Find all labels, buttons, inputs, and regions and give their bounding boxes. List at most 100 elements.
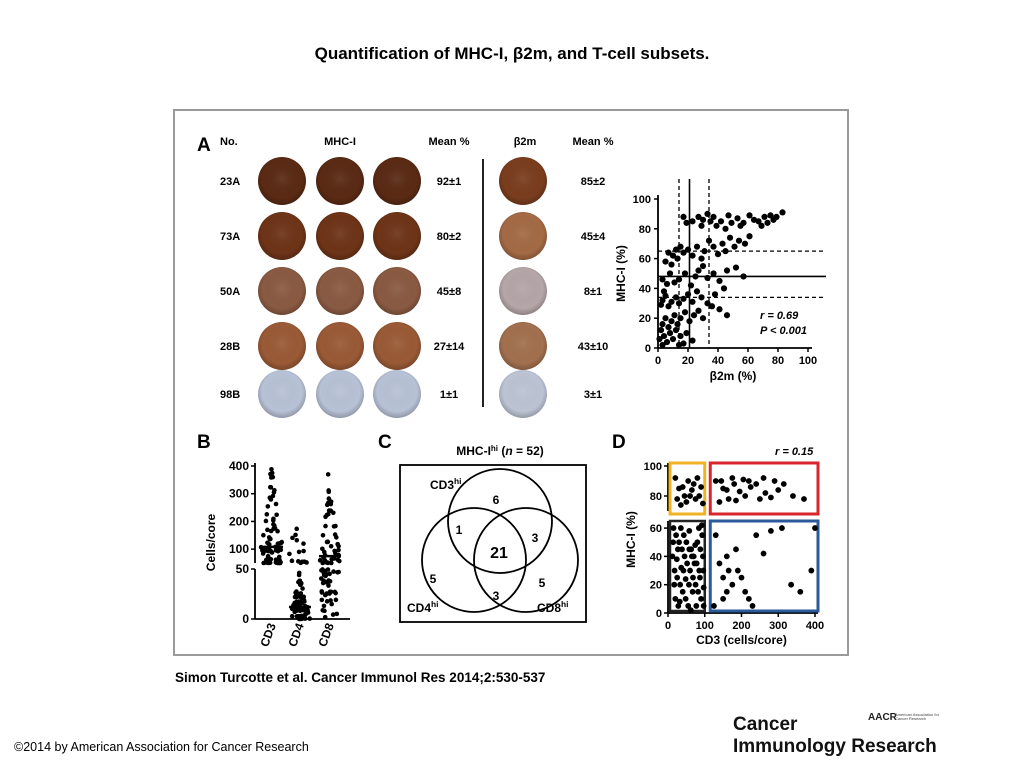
- data-point: [674, 574, 681, 581]
- data-point: [701, 248, 708, 255]
- data-point: [335, 569, 340, 575]
- y-tick-label: 0: [656, 608, 662, 620]
- data-point: [327, 571, 332, 577]
- venn-circle-cd4: [421, 507, 527, 613]
- data-point: [663, 338, 671, 346]
- data-point: [659, 321, 666, 328]
- data-point: [684, 246, 692, 253]
- data-point: [276, 554, 282, 560]
- data-point: [688, 487, 695, 493]
- data-point: [657, 327, 665, 334]
- data-point: [665, 249, 672, 256]
- core-shading: [499, 267, 547, 315]
- data-point: [740, 273, 747, 280]
- data-point: [273, 501, 279, 507]
- data-point: [700, 553, 706, 560]
- mhc-mean-value: 1±1: [440, 389, 458, 401]
- data-point: [729, 475, 736, 481]
- data-point: [711, 291, 719, 298]
- data-point: [332, 548, 337, 554]
- data-point: [756, 496, 763, 502]
- data-point: [723, 553, 730, 560]
- data-point: [675, 300, 683, 307]
- data-point: [331, 556, 337, 561]
- data-point: [304, 610, 310, 616]
- y-tick-label: 60: [650, 523, 662, 535]
- data-point: [760, 550, 767, 557]
- scatter-d-plot: r = 0.15 80 100 0 20 40 60 0 100 200 300 400 CD3 (ce…: [624, 446, 824, 647]
- venn-title: MHC-Ihi (n = 52): [456, 444, 544, 459]
- data-point: [301, 548, 306, 554]
- data-point: [683, 219, 690, 226]
- b2m-mean-value: 85±2: [581, 176, 605, 188]
- venn-label-cd8: CD8hi: [537, 599, 568, 615]
- x-tick-label: 40: [712, 355, 724, 367]
- data-point: [695, 213, 702, 220]
- aacr-logo: AACR: [868, 712, 897, 723]
- r-annotation: r = 0.69: [760, 310, 799, 322]
- data-point: [336, 543, 341, 549]
- data-point: [672, 327, 680, 334]
- data-point: [326, 511, 331, 517]
- data-point: [768, 494, 774, 501]
- data-point: [686, 546, 693, 553]
- mhc-mean-value: 80±2: [437, 231, 461, 243]
- data-point: [775, 487, 782, 493]
- data-point: [675, 341, 683, 349]
- core-shading: [316, 370, 364, 418]
- data-point: [677, 243, 684, 250]
- data-point: [672, 475, 679, 481]
- data-point: [677, 525, 684, 531]
- data-point: [302, 559, 307, 564]
- x-tick-label: 0: [665, 620, 671, 632]
- data-point: [764, 219, 771, 226]
- data-point: [735, 237, 743, 244]
- data-point: [321, 572, 327, 578]
- data-point: [322, 614, 328, 620]
- y-tick-label: 200: [229, 514, 249, 528]
- data-point: [712, 478, 719, 484]
- data-point: [725, 496, 732, 502]
- data-point: [328, 501, 334, 507]
- venn-region-cd8-only: 5: [539, 576, 546, 590]
- data-point: [294, 526, 300, 532]
- data-point: [269, 470, 275, 476]
- data-point: [680, 532, 687, 539]
- data-point: [266, 542, 272, 547]
- b2m-mean-value: 43±10: [578, 341, 609, 353]
- data-point: [731, 481, 738, 487]
- data-point: [334, 611, 340, 617]
- data-point: [293, 594, 299, 600]
- data-point: [268, 528, 274, 534]
- data-point: [668, 261, 675, 268]
- x-axis-label: β2m (%): [710, 369, 757, 383]
- data-point: [686, 318, 693, 325]
- core-shading: [499, 322, 547, 370]
- data-point: [321, 603, 327, 609]
- data-point: [685, 478, 692, 484]
- venn-box: [399, 464, 587, 623]
- data-point: [669, 252, 677, 259]
- row-number: 28B: [220, 341, 240, 353]
- x-tick-label: 100: [799, 355, 817, 367]
- venn-circle-cd8: [473, 507, 579, 613]
- y-tick-label: 0: [645, 343, 651, 355]
- data-point: [812, 525, 818, 531]
- citation: Simon Turcotte et al. Cancer Immunol Res…: [175, 670, 546, 685]
- core-shading: [316, 322, 364, 370]
- data-point: [322, 558, 328, 563]
- data-point: [328, 543, 334, 549]
- y-tick-label: 40: [639, 283, 651, 295]
- data-point: [700, 500, 706, 507]
- data-point: [319, 589, 325, 594]
- data-point: [674, 321, 681, 328]
- core-shading: [499, 370, 547, 418]
- x-tick-label: 20: [682, 355, 694, 367]
- data-point: [329, 560, 334, 566]
- venn-region-cd3-cd4: 1: [456, 523, 463, 537]
- x-tick-label: 200: [732, 620, 750, 632]
- data-point: [657, 301, 665, 308]
- data-point: [716, 560, 723, 567]
- data-point: [694, 475, 701, 481]
- data-point: [746, 212, 753, 219]
